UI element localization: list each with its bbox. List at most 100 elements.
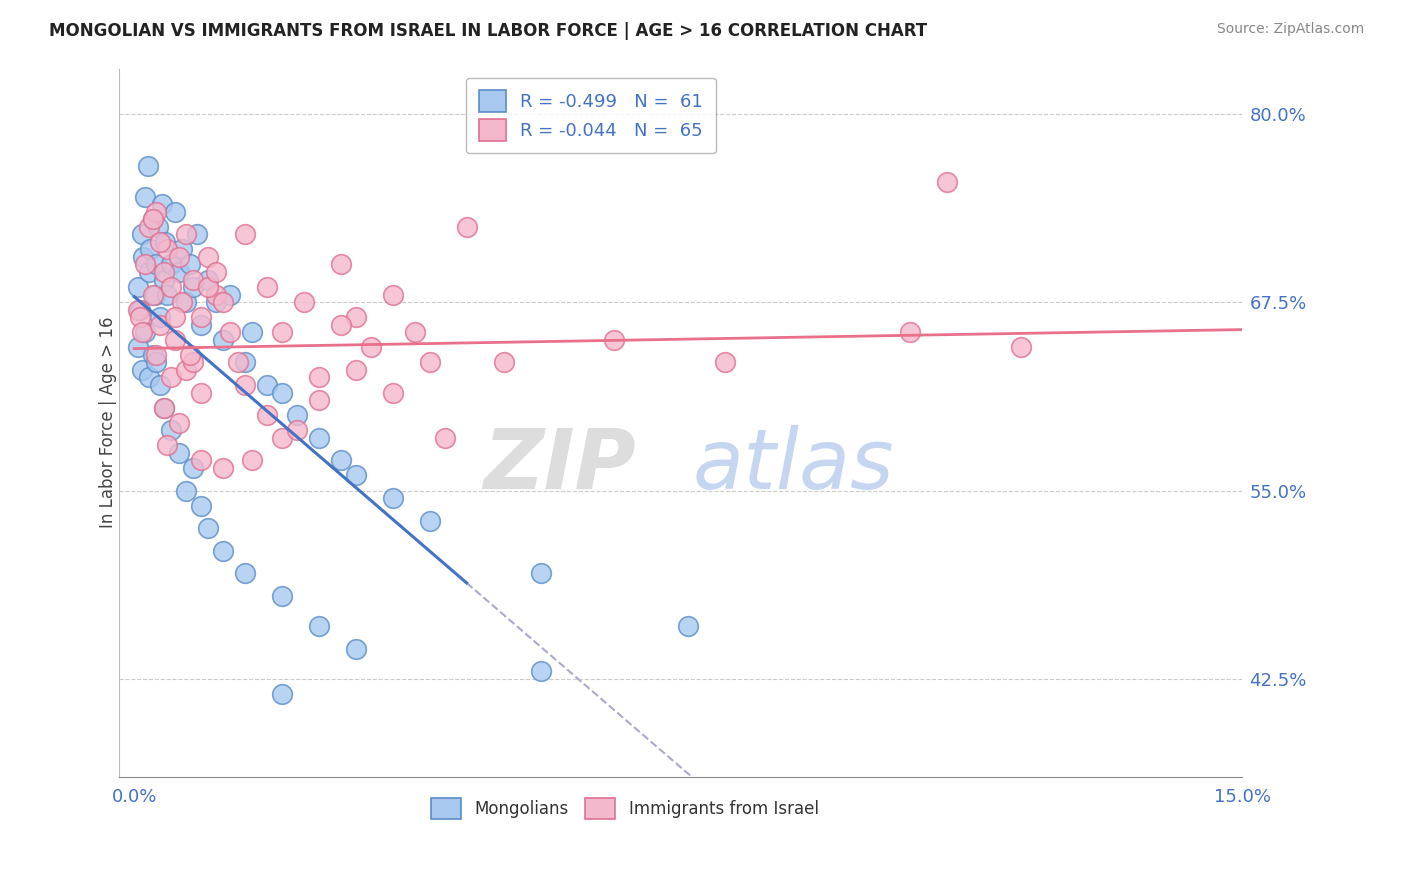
Point: [129, 302, 152, 317]
Point: [212, 543, 235, 558]
Point: [156, 243, 179, 257]
Point: [160, 280, 183, 294]
Point: [172, 243, 194, 257]
Point: [127, 280, 149, 294]
Point: [152, 272, 174, 286]
Point: [292, 295, 315, 310]
Point: [344, 310, 367, 325]
Point: [242, 453, 264, 467]
Point: [163, 333, 186, 347]
Point: [603, 333, 626, 347]
Point: [404, 325, 426, 339]
Point: [190, 453, 212, 467]
Point: [132, 250, 155, 264]
Point: [167, 446, 190, 460]
Point: [167, 416, 190, 430]
Point: [204, 287, 226, 301]
Point: [174, 483, 197, 498]
Point: [330, 257, 353, 271]
Point: [138, 265, 160, 279]
Point: [308, 868, 330, 882]
Point: [155, 235, 177, 249]
Point: [152, 265, 174, 279]
Point: [197, 272, 219, 286]
Point: [142, 212, 165, 227]
Point: [197, 521, 219, 535]
Point: [145, 257, 167, 271]
Point: [163, 310, 186, 325]
Point: [152, 401, 174, 415]
Point: [131, 363, 153, 377]
Point: [256, 378, 278, 392]
Point: [190, 318, 212, 332]
Point: [529, 566, 551, 581]
Point: [381, 287, 404, 301]
Point: [190, 310, 212, 325]
Point: [152, 401, 174, 415]
Point: [129, 310, 152, 325]
Point: [167, 250, 190, 264]
Point: [160, 423, 183, 437]
Text: MONGOLIAN VS IMMIGRANTS FROM ISRAEL IN LABOR FORCE | AGE > 16 CORRELATION CHART: MONGOLIAN VS IMMIGRANTS FROM ISRAEL IN L…: [49, 22, 928, 40]
Point: [360, 340, 382, 354]
Point: [183, 461, 205, 475]
Point: [197, 250, 219, 264]
Point: [433, 431, 456, 445]
Point: [308, 431, 330, 445]
Point: [419, 355, 441, 369]
Text: Source: ZipAtlas.com: Source: ZipAtlas.com: [1216, 22, 1364, 37]
Point: [136, 160, 159, 174]
Point: [678, 619, 700, 633]
Point: [142, 348, 165, 362]
Legend: Mongolians, Immigrants from Israel: Mongolians, Immigrants from Israel: [425, 791, 825, 825]
Point: [174, 295, 197, 310]
Point: [219, 325, 242, 339]
Point: [233, 227, 256, 242]
Point: [149, 235, 172, 249]
Point: [152, 868, 174, 882]
Point: [233, 378, 256, 392]
Point: [308, 619, 330, 633]
Point: [190, 499, 212, 513]
Point: [1010, 340, 1032, 354]
Point: [935, 175, 957, 189]
Point: [142, 287, 165, 301]
Point: [146, 219, 169, 234]
Point: [186, 227, 208, 242]
Point: [138, 370, 160, 384]
Point: [183, 355, 205, 369]
Point: [134, 325, 156, 339]
Point: [219, 287, 242, 301]
Point: [174, 227, 197, 242]
Point: [174, 363, 197, 377]
Point: [156, 287, 179, 301]
Point: [233, 566, 256, 581]
Point: [150, 197, 173, 211]
Point: [197, 280, 219, 294]
Text: atlas: atlas: [692, 425, 894, 506]
Point: [242, 325, 264, 339]
Point: [308, 370, 330, 384]
Point: [183, 280, 205, 294]
Point: [127, 340, 149, 354]
Point: [308, 393, 330, 408]
Point: [271, 385, 294, 400]
Point: [381, 491, 404, 505]
Point: [212, 295, 235, 310]
Point: [139, 243, 162, 257]
Point: [160, 370, 183, 384]
Point: [344, 468, 367, 483]
Point: [183, 272, 205, 286]
Point: [145, 204, 167, 219]
Point: [156, 438, 179, 452]
Point: [330, 453, 353, 467]
Point: [212, 461, 235, 475]
Point: [419, 514, 441, 528]
Point: [256, 280, 278, 294]
Point: [271, 325, 294, 339]
Point: [145, 355, 167, 369]
Point: [179, 257, 201, 271]
Point: [134, 189, 156, 203]
Point: [167, 265, 190, 279]
Point: [179, 348, 201, 362]
